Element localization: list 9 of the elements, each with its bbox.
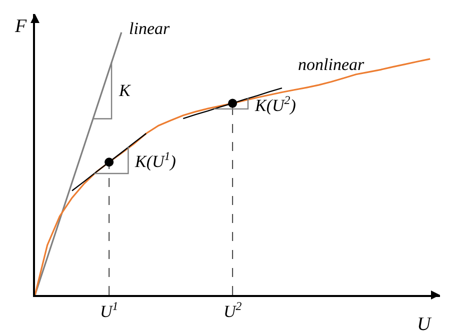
annotation: K(U$^{1}$) — [134, 149, 176, 172]
annotation: K(U$^{2}$) — [254, 93, 296, 116]
x-tick-label: U$^{1}$ — [100, 299, 118, 322]
x-axis-title: U — [417, 314, 432, 333]
series-label: nonlinear — [298, 55, 364, 74]
y-axis-title: F — [14, 16, 27, 37]
annotation: K — [118, 81, 132, 100]
x-tick-label: U$^{2}$ — [223, 299, 242, 322]
series-label: linear — [129, 19, 170, 38]
